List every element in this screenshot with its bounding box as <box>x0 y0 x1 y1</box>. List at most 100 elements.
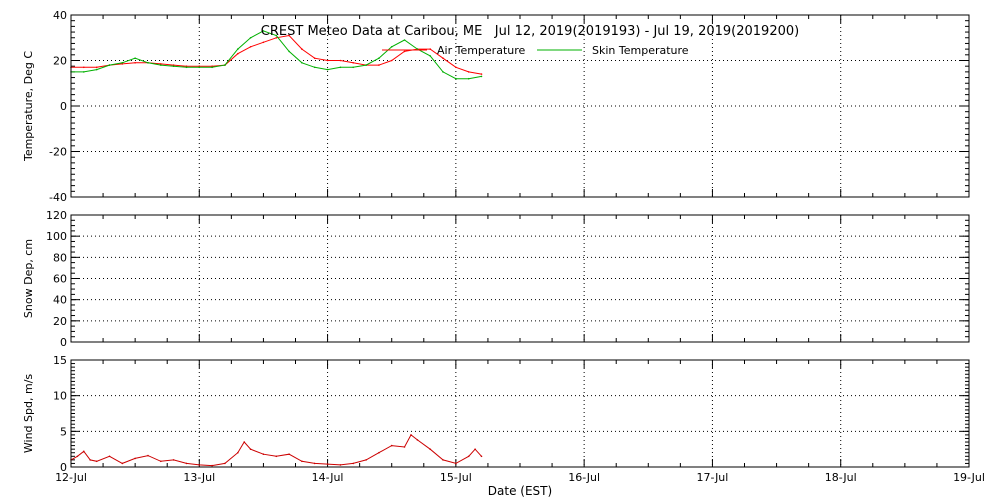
data-point <box>429 55 432 57</box>
data-point <box>390 46 393 48</box>
data-point <box>288 34 290 37</box>
data-point <box>352 62 355 64</box>
data-point <box>390 59 393 62</box>
data-point <box>455 462 457 465</box>
x-tick-label: 12-Jul <box>55 471 87 484</box>
data-point <box>480 455 483 458</box>
data-point <box>237 48 239 50</box>
data-point <box>352 66 355 69</box>
y-tick-label: 80 <box>53 251 67 264</box>
y-tick-label: 60 <box>53 273 67 286</box>
data-point <box>95 68 98 71</box>
data-point <box>429 448 432 451</box>
data-point <box>224 462 226 465</box>
data-point <box>108 455 111 458</box>
data-point <box>83 71 85 73</box>
data-point <box>121 62 124 64</box>
data-point <box>121 63 124 65</box>
data-point <box>249 46 252 48</box>
panel-frame <box>70 214 970 343</box>
data-point <box>339 59 342 62</box>
data-point <box>313 57 316 59</box>
legend-label: Skin Temperature <box>592 44 689 57</box>
data-point <box>147 454 149 457</box>
data-point <box>262 30 265 32</box>
y-tick-label: 0 <box>60 336 67 349</box>
data-point <box>275 34 278 37</box>
y-tick-label: 5 <box>60 425 67 438</box>
data-point <box>313 462 316 465</box>
x-tick-label: 14-Jul <box>312 471 344 484</box>
data-point <box>480 73 483 75</box>
data-point <box>237 451 239 454</box>
data-point <box>467 77 470 80</box>
data-point <box>378 451 380 454</box>
data-point <box>474 448 476 451</box>
data-point <box>211 66 213 69</box>
data-point <box>95 66 98 69</box>
data-point <box>83 450 85 453</box>
data-point <box>390 444 393 447</box>
data-point <box>249 448 252 451</box>
data-point <box>339 66 342 69</box>
x-tick-label: 15-Jul <box>440 471 472 484</box>
y-tick-label: 100 <box>46 230 67 243</box>
data-point <box>442 57 444 59</box>
data-point <box>442 459 444 461</box>
data-point <box>185 65 188 67</box>
data-point <box>147 62 149 64</box>
data-point <box>108 64 111 66</box>
data-point <box>467 455 470 458</box>
y-axis-label: Snow Dep, cm <box>22 239 35 318</box>
data-point <box>455 66 457 69</box>
data-point <box>243 441 245 443</box>
data-point <box>410 434 412 436</box>
data-point <box>224 64 226 66</box>
data-point <box>403 446 406 448</box>
chart-title: CREST Meteo Data at Caribou, ME Jul 12, … <box>261 24 799 39</box>
y-axis-label: Temperature, Deg C <box>22 51 35 162</box>
data-point <box>89 459 91 461</box>
data-point <box>429 48 432 50</box>
x-tick-label: 16-Jul <box>568 471 600 484</box>
y-tick-label: 15 <box>53 354 67 367</box>
data-point <box>198 65 201 67</box>
data-point <box>160 64 162 66</box>
y-axis-label: Wind Spd, m/s <box>22 374 35 454</box>
y-tick-label: 120 <box>46 209 67 222</box>
data-point <box>121 462 124 465</box>
data-point <box>262 41 265 44</box>
series-line-air-temperature <box>71 34 482 75</box>
panel-frame <box>70 359 970 468</box>
x-tick-label: 13-Jul <box>183 471 215 484</box>
data-point <box>326 68 329 71</box>
series-line-wind-speed <box>70 434 482 467</box>
data-point <box>301 62 303 64</box>
data-point <box>288 50 290 53</box>
data-point <box>198 66 201 69</box>
data-point <box>378 57 380 59</box>
data-point <box>134 57 136 59</box>
data-point <box>326 59 329 62</box>
data-point <box>326 463 329 465</box>
data-point <box>262 453 265 456</box>
data-point <box>172 459 175 461</box>
data-point <box>134 457 136 460</box>
y-tick-label: 40 <box>53 294 67 307</box>
x-tick-label: 18-Jul <box>825 471 857 484</box>
legend-label: Air Temperature <box>437 44 526 57</box>
data-point <box>211 464 213 467</box>
data-point <box>185 462 188 465</box>
data-point <box>301 48 303 50</box>
x-axis-label: Date (EST) <box>488 484 552 498</box>
x-tick-label: 19-Jul <box>953 471 985 484</box>
data-point <box>416 439 419 441</box>
y-tick-label: 0 <box>60 461 67 474</box>
data-point <box>76 455 79 458</box>
data-point <box>172 65 175 67</box>
data-point <box>365 459 367 461</box>
data-point <box>275 37 278 39</box>
data-point <box>455 77 457 80</box>
